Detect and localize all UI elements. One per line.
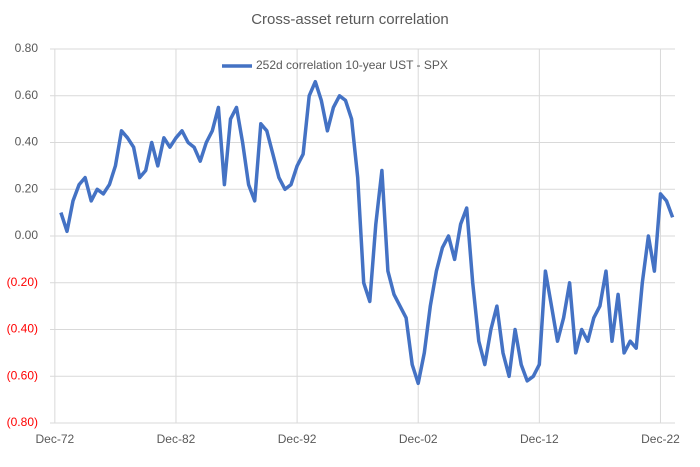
x-tick-label: Dec-72 xyxy=(36,432,75,446)
x-tick-label: Dec-92 xyxy=(278,432,317,446)
legend-label: 252d correlation 10-year UST - SPX xyxy=(256,58,448,72)
y-tick-label: (0.80) xyxy=(7,415,38,429)
x-tick-label: Dec-02 xyxy=(399,432,438,446)
chart-title: Cross-asset return correlation xyxy=(251,11,449,28)
y-tick-label: (0.60) xyxy=(7,368,38,382)
series-line xyxy=(59,79,675,386)
y-tick-label: 0.20 xyxy=(15,181,39,195)
x-tick-label: Dec-82 xyxy=(157,432,196,446)
y-tick-label: 0.40 xyxy=(15,135,39,149)
x-tick-label: Dec-22 xyxy=(641,432,680,446)
y-tick-label: (0.20) xyxy=(7,275,38,289)
x-tick-label: Dec-12 xyxy=(520,432,559,446)
y-tick-label: 0.00 xyxy=(15,228,39,242)
y-tick-label: (0.40) xyxy=(7,322,38,336)
y-tick-label: 0.60 xyxy=(15,88,39,102)
y-tick-label: 0.80 xyxy=(15,41,39,55)
